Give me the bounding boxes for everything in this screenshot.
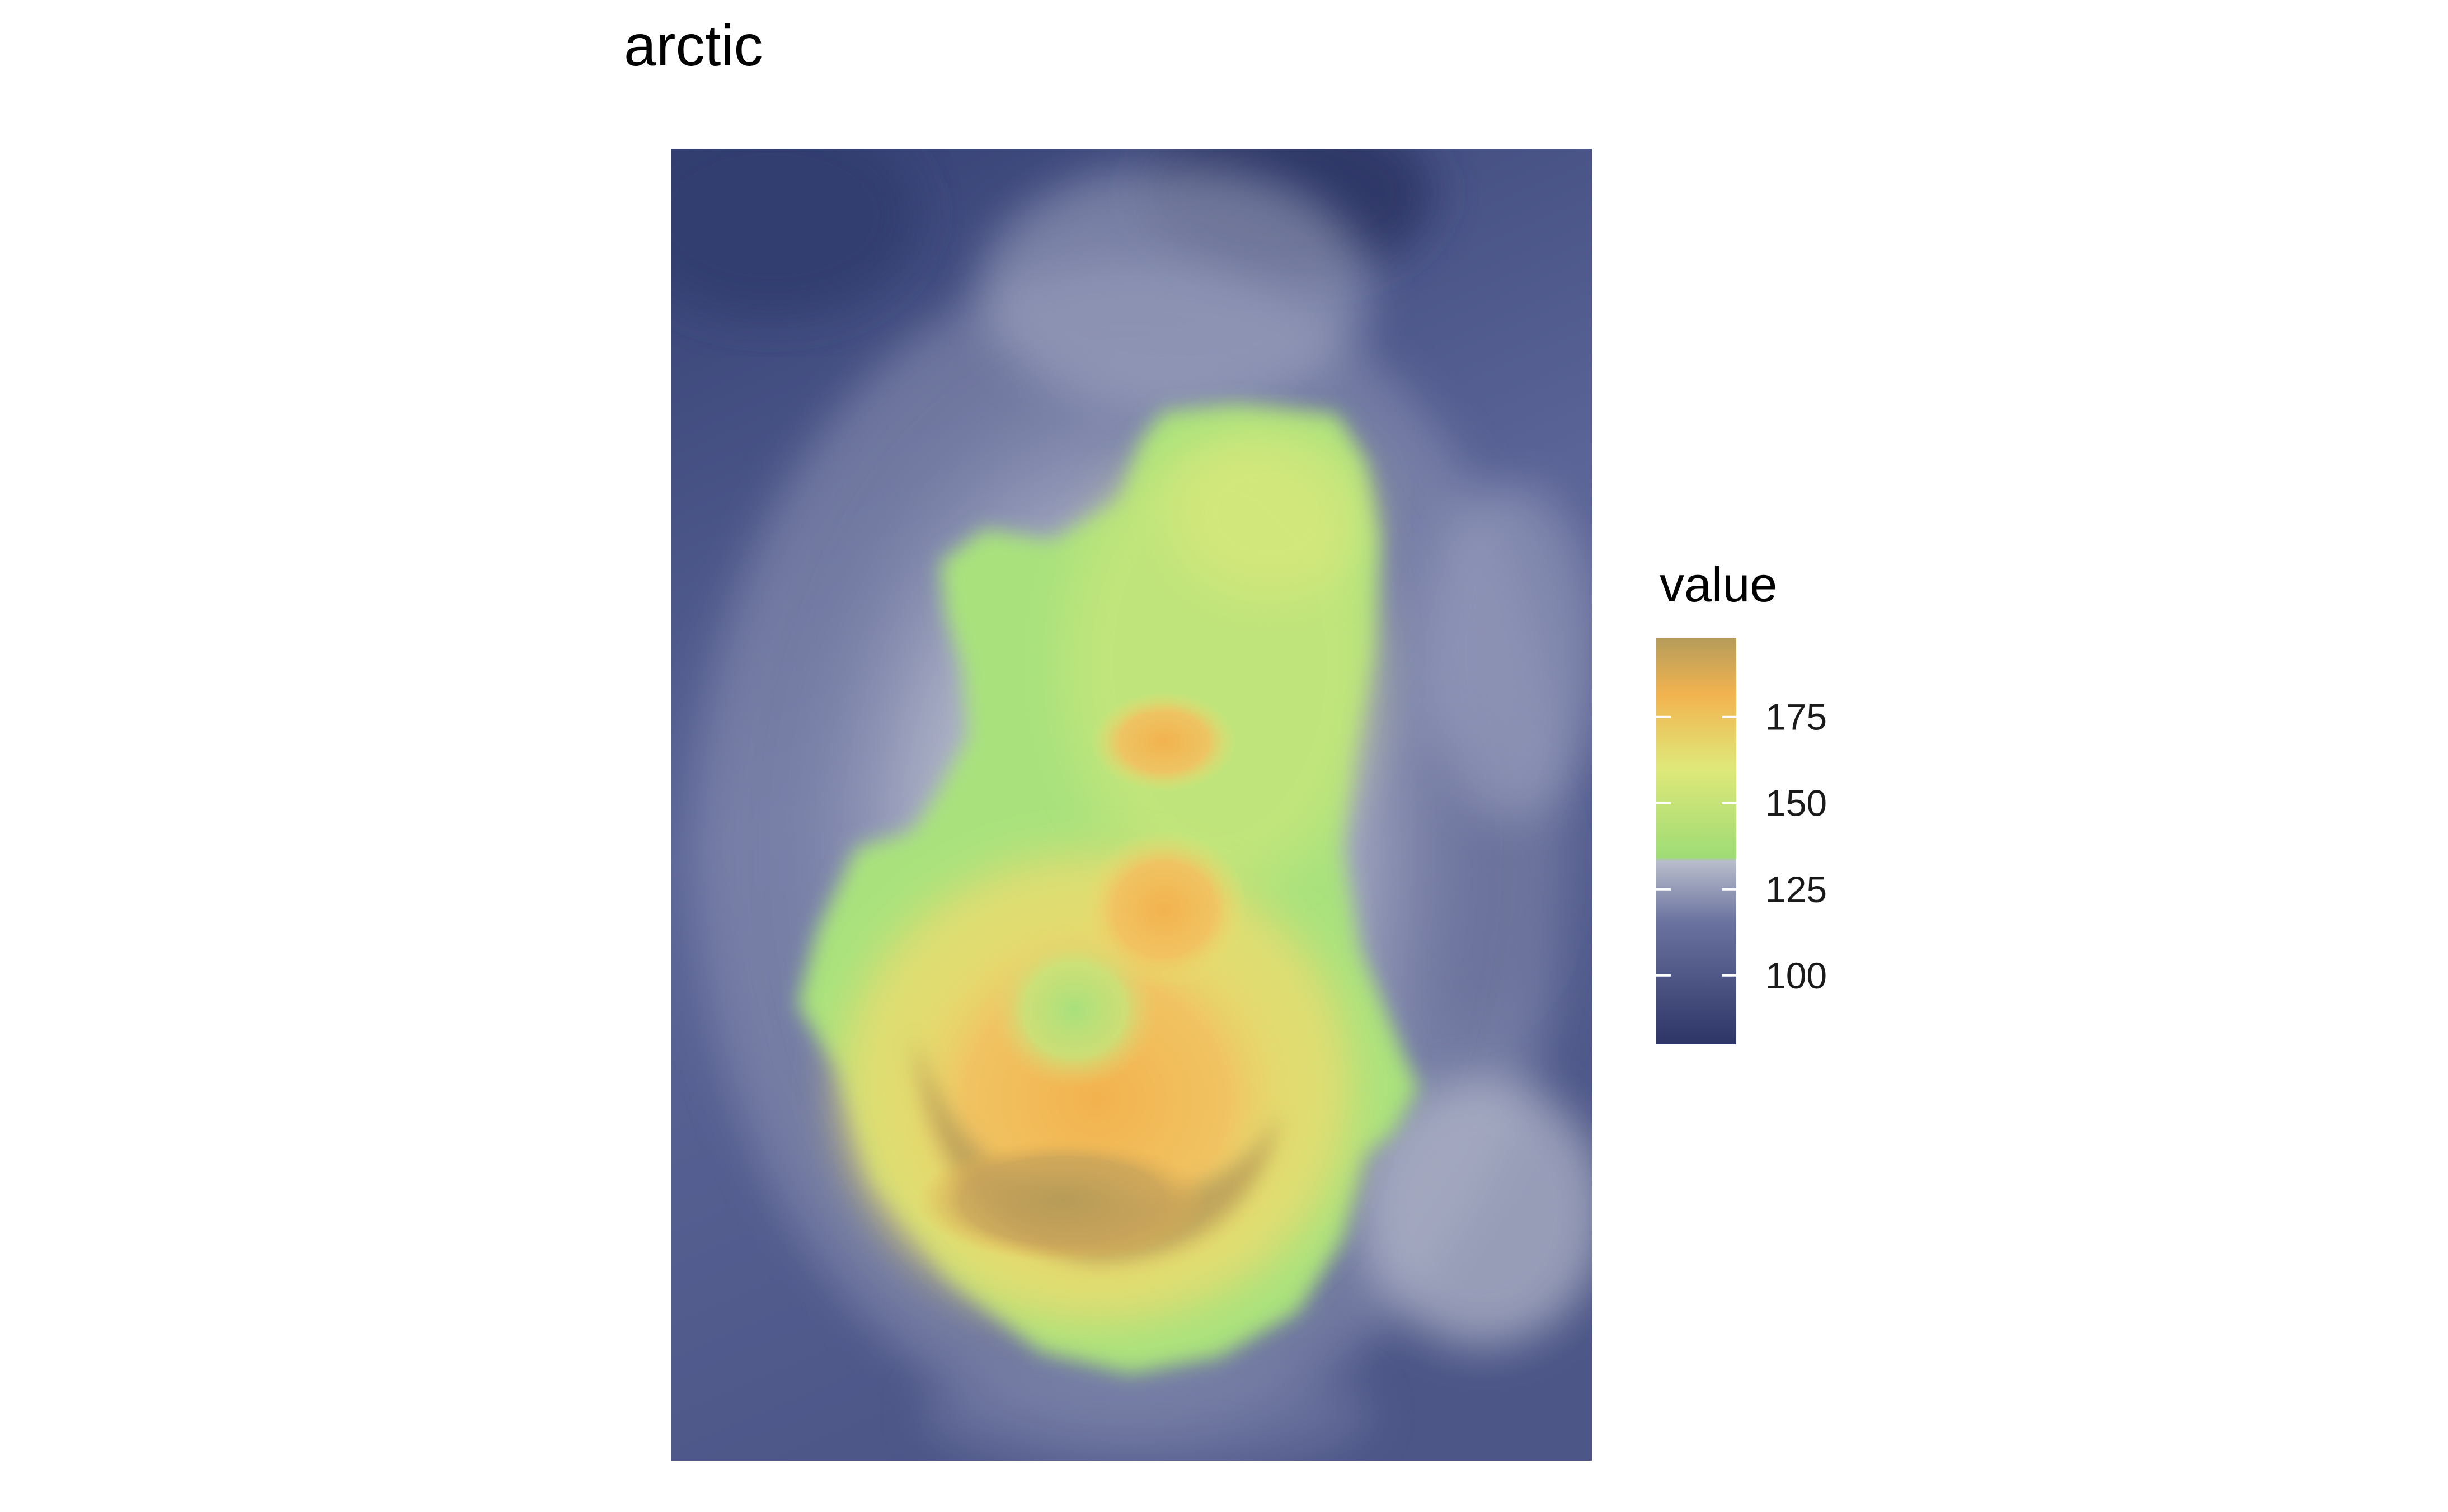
colorbar-tick-label: 175: [1765, 696, 1827, 738]
legend-title: value: [1660, 557, 1778, 612]
colorbar-tick-label: 100: [1765, 955, 1827, 996]
colorbar-gradient: [1656, 638, 1736, 1044]
colorbar: 100 125 150 175: [1656, 638, 1827, 1044]
chart-title: arctic: [624, 13, 763, 78]
colorbar-tick-label: 125: [1765, 869, 1827, 910]
colorbar-tick-label: 150: [1765, 783, 1827, 824]
heatmap-plot: [671, 149, 1592, 1461]
